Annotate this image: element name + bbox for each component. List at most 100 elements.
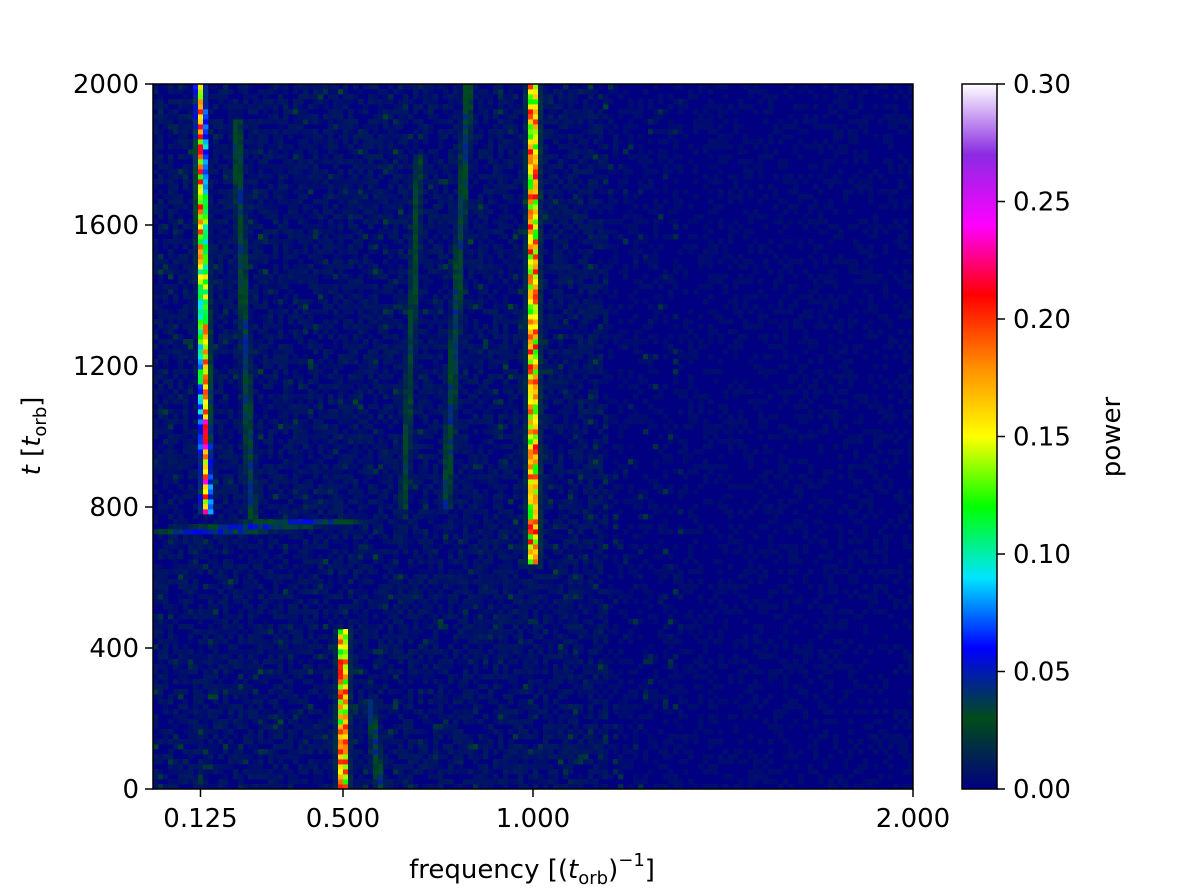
heatmap-cell [328,759,334,765]
heatmap-cell [873,719,879,725]
heatmap-cell [793,519,799,525]
heatmap-cell [208,729,214,735]
heatmap-cell [453,699,459,705]
heatmap-cell [753,764,759,770]
heatmap-cell [338,679,344,685]
heatmap-cell [878,729,884,735]
heatmap-cell [598,679,604,685]
heatmap-cell [273,719,279,725]
heatmap-cell [213,484,219,490]
heatmap-cell [288,614,294,620]
heatmap-cell [203,539,209,545]
heatmap-cell [473,699,479,705]
heatmap-cell [483,784,489,790]
heatmap-cell [488,559,494,565]
heatmap-cell [378,599,384,605]
heatmap-cell [428,649,434,655]
heatmap-cell [268,494,274,500]
heatmap-cell [168,729,174,735]
heatmap-cell [398,584,404,590]
heatmap-cell [743,554,749,560]
heatmap-cell [523,489,529,495]
heatmap-cell [188,534,194,540]
heatmap-cell [493,764,499,770]
heatmap-cell [463,734,469,740]
heatmap-cell [538,534,544,540]
heatmap-cell [208,754,214,760]
heatmap-cell [663,699,669,705]
heatmap-cell [203,564,209,570]
heatmap-cell [833,784,839,790]
heatmap-cell [278,689,284,695]
heatmap-cell [163,504,169,510]
heatmap-cell [458,579,464,585]
heatmap-cell [353,484,359,490]
heatmap-cell [433,529,439,535]
heatmap-cell [328,494,334,500]
heatmap-cell [423,729,429,735]
heatmap-cell [373,714,379,720]
heatmap-cell [473,719,479,725]
heatmap-cell [848,539,854,545]
heatmap-cell [838,779,844,785]
heatmap-cell [828,604,834,610]
heatmap-cell [188,614,194,620]
heatmap-cell [863,489,869,495]
heatmap-cell [833,664,839,670]
heatmap-cell [593,614,599,620]
heatmap-cell [898,599,904,605]
heatmap-cell [688,529,694,535]
heatmap-cell [643,779,649,785]
heatmap-cell [213,689,219,695]
heatmap-cell [643,559,649,565]
heatmap-cell [233,724,239,730]
heatmap-cell [433,739,439,745]
heatmap-cell [763,654,769,660]
heatmap-cell [498,659,504,665]
heatmap-cell [213,729,219,735]
heatmap-cell [578,504,584,510]
heatmap-cell [403,729,409,735]
heatmap-cell [553,664,559,670]
heatmap-cell [343,519,349,525]
heatmap-cell [298,674,304,680]
heatmap-cell [318,724,324,730]
heatmap-cell [833,734,839,740]
heatmap-cell [533,734,539,740]
heatmap-cell [328,734,334,740]
heatmap-cell [378,639,384,645]
heatmap-cell [268,724,274,730]
heatmap-cell [448,549,454,555]
heatmap-cell [818,674,824,680]
heatmap-cell [293,714,299,720]
heatmap-cell [213,709,219,715]
heatmap-cell [198,654,204,660]
heatmap-cell [603,714,609,720]
heatmap-cell [343,529,349,535]
heatmap-cell [318,664,324,670]
heatmap-cell [193,524,199,530]
heatmap-cell [478,609,484,615]
heatmap-cell [293,524,299,530]
heatmap-cell [373,744,379,750]
heatmap-cell [373,524,379,530]
heatmap-cell [433,774,439,780]
heatmap-cell [398,679,404,685]
heatmap-cell [903,749,909,755]
heatmap-cell [543,579,549,585]
heatmap-cell [513,609,519,615]
heatmap-cell [533,729,539,735]
heatmap-cell [153,619,159,625]
heatmap-cell [658,539,664,545]
heatmap-cell [518,489,524,495]
heatmap-cell [808,744,814,750]
heatmap-cell [593,504,599,510]
heatmap-cell [658,524,664,530]
heatmap-cell [188,524,194,530]
heatmap-cell [698,699,704,705]
heatmap-cell [808,734,814,740]
heatmap-cell [528,604,534,610]
heatmap-cell [633,704,639,710]
heatmap-cell [463,564,469,570]
heatmap-cell [673,734,679,740]
